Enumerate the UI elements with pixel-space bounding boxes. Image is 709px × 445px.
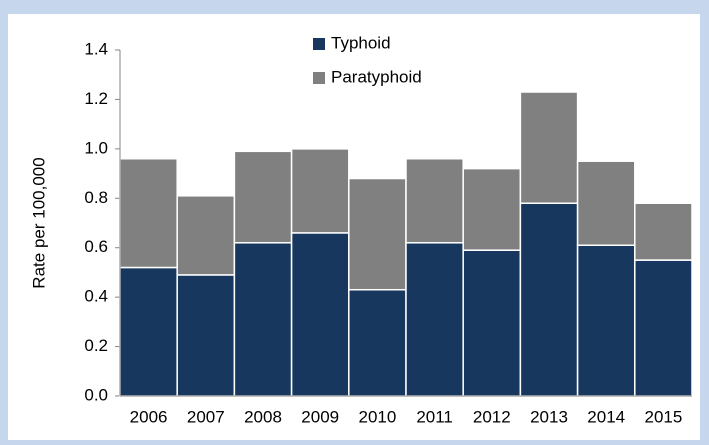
x-tick-label: 2015	[644, 407, 682, 426]
bar-segment	[576, 160, 636, 246]
y-axis-label: Rate per 100,000	[29, 157, 48, 288]
bar-segment	[348, 177, 407, 291]
y-tick-label: 0.0	[84, 385, 108, 404]
x-tick-label: 2009	[301, 407, 339, 426]
bar-segment	[119, 266, 178, 397]
bar-segment	[119, 157, 178, 269]
bar-segment	[290, 148, 350, 234]
y-tick-label: 0.8	[84, 188, 108, 207]
y-tick-label: 1.0	[84, 138, 108, 157]
y-tick-label: 0.4	[84, 287, 108, 306]
x-tick-label: 2013	[530, 407, 568, 426]
x-tick-label: 2014	[587, 407, 625, 426]
bar-segment	[290, 232, 350, 397]
y-tick-label: 1.4	[84, 39, 108, 58]
bar-segment	[176, 195, 236, 276]
x-tick-label: 2007	[187, 407, 225, 426]
legend-swatch	[313, 38, 325, 50]
x-tick-label: 2012	[473, 407, 511, 426]
bar-segment	[519, 202, 579, 397]
legend-label: Typhoid	[331, 33, 391, 52]
bar-segment	[405, 242, 464, 397]
y-tick-label: 1.2	[84, 89, 108, 108]
legend-label: Paratyphoid	[331, 67, 422, 86]
bar-segment	[348, 288, 407, 397]
x-tick-label: 2008	[244, 407, 282, 426]
bar-segment	[405, 157, 464, 244]
bar-segment	[462, 167, 522, 251]
y-tick-label: 0.6	[84, 237, 108, 256]
x-tick-label: 2011	[416, 407, 453, 426]
x-tick-label: 2006	[130, 407, 168, 426]
bar-segment	[462, 249, 522, 397]
bar-segment	[519, 91, 579, 204]
y-tick-label: 0.2	[84, 336, 108, 355]
x-tick-label: 2010	[358, 407, 396, 426]
bar-segment	[233, 150, 293, 244]
bar-segment	[233, 242, 293, 397]
bar-segment	[634, 259, 693, 397]
bar-segment	[176, 274, 236, 397]
bar-segment	[576, 244, 636, 397]
legend-swatch	[313, 72, 325, 84]
bar-segment	[634, 202, 693, 261]
